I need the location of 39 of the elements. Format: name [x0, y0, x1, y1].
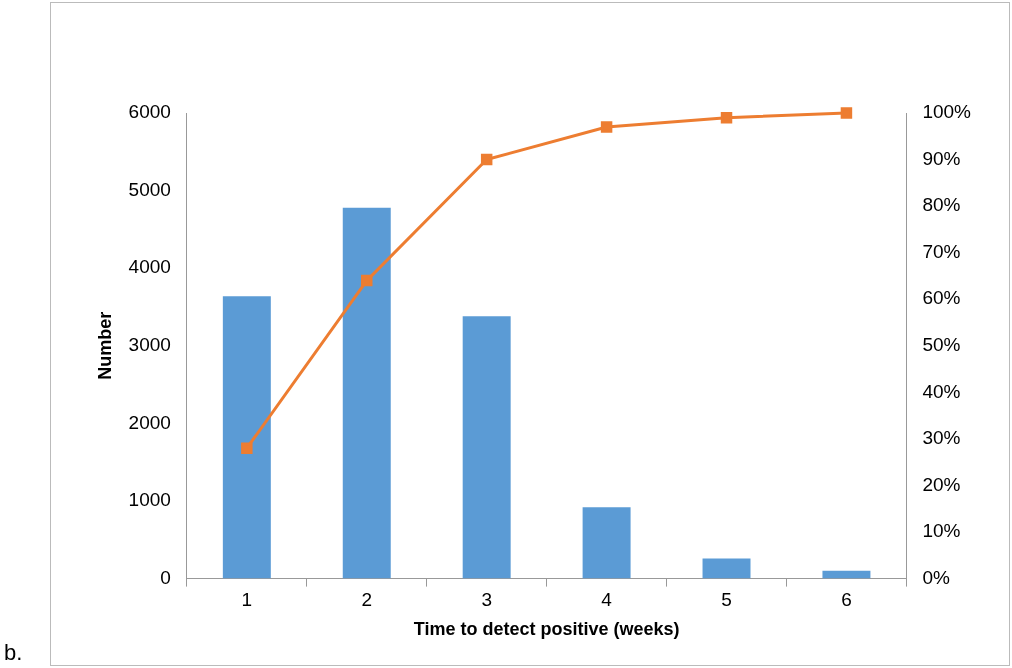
y-tick-label: 1000 — [128, 489, 171, 511]
x-tick-label: 2 — [361, 589, 373, 611]
y2-tick-label: 60% — [922, 287, 961, 309]
bar — [342, 207, 391, 579]
y-tick-label: 0 — [160, 566, 171, 588]
y2-tick-label: 0% — [922, 566, 950, 588]
bar — [702, 558, 751, 579]
y-tick-label: 2000 — [128, 411, 171, 433]
x-tick-label: 4 — [601, 589, 613, 611]
y2-tick-label: 90% — [922, 147, 961, 169]
y-tick-label: 4000 — [128, 256, 171, 278]
x-tick-label: 6 — [841, 589, 852, 611]
y2-tick-label: 80% — [922, 194, 961, 216]
y2-tick-label: 10% — [922, 520, 961, 542]
y2-tick-label: 100% — [922, 101, 972, 123]
y2-tick-label: 50% — [922, 334, 961, 356]
y2-tick-label: 70% — [922, 240, 961, 262]
bar — [582, 507, 631, 579]
y-tick-label: 5000 — [128, 178, 171, 200]
y2-tick-label: 40% — [922, 380, 961, 402]
y2-tick-label: 30% — [922, 427, 961, 449]
x-tick-label: 3 — [481, 589, 492, 611]
x-tick-label: 1 — [241, 589, 253, 611]
point — [241, 442, 253, 454]
bar — [822, 570, 871, 579]
point — [480, 153, 493, 166]
y2-tick-label: 20% — [922, 473, 961, 495]
point — [361, 274, 373, 287]
bar — [222, 296, 271, 579]
point — [720, 111, 733, 124]
y-tick-label: 3000 — [128, 334, 171, 356]
bar — [462, 316, 511, 579]
x-tick-label: 5 — [721, 589, 732, 611]
y-axis-title: Number — [94, 311, 115, 380]
y-tick-label: 6000 — [128, 101, 171, 123]
x-axis-title: Time to detect positive (weeks) — [413, 619, 680, 640]
text: b. — [4, 640, 23, 666]
point — [600, 121, 613, 133]
point — [840, 107, 853, 119]
